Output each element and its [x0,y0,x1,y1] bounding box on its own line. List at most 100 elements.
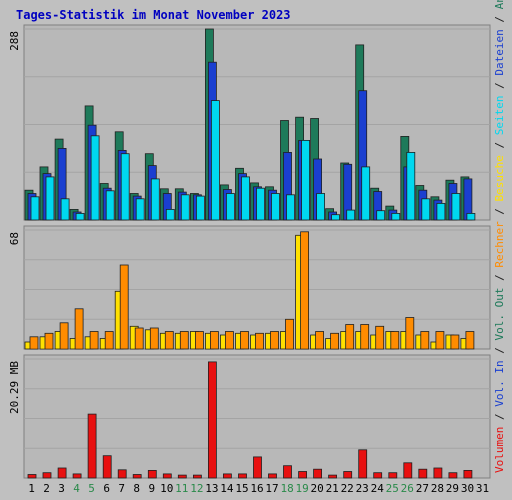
bar-rechner-day-27 [420,331,430,350]
bar-rechner-day-7 [119,264,129,350]
bar-volumen-day-8 [132,474,142,479]
panel-top-ymax-label: 288 [8,31,21,51]
bar-volumen-day-16 [253,456,262,479]
bar-seiten-day-14 [225,193,235,221]
bar-rechner-day-15 [240,331,249,350]
bar-rechner-day-14 [224,331,234,350]
bar-seiten-day-9 [150,178,160,221]
x-tick-label-22: 22 [341,482,354,495]
bar-volumen-day-3 [57,467,67,479]
x-tick-label-2: 2 [43,482,50,495]
legend-segment-2: Vol. In [493,360,506,406]
bar-rechner-day-8 [134,327,144,350]
bar-seiten-day-20 [316,193,326,221]
bar-volumen-day-13 [207,361,217,479]
x-tick-label-7: 7 [118,482,125,495]
x-axis-day-labels: 1 2 3 4 5 6 7 8 9 10 11 12 13 14 15 16 17 18 19 20 21 22 23 24 2… [28,482,489,495]
bar-rechner-day-12 [194,331,204,350]
legend-segment-10: Seiten [493,95,506,135]
bar-rechner-day-2 [44,332,54,350]
bar-volumen-day-25 [388,472,398,479]
bar-rechner-day-4 [74,308,84,350]
bar-volumen-day-29 [448,472,458,479]
bar-rechner-day-10 [164,331,174,350]
bar-rechner-day-18 [285,318,294,350]
bar-volumen-day-20 [313,468,323,479]
bar-volumen-day-7 [117,469,127,479]
bar-seiten-day-8 [135,198,145,221]
x-tick-label-29: 29 [446,482,459,495]
bar-seiten-day-19 [301,139,311,221]
bar-seiten-day-18 [286,194,295,221]
bar-volumen-day-26 [403,462,413,479]
x-tick-label-31: 31 [476,482,489,495]
panel-middle-ymax-label: 68 [8,232,21,245]
x-tick-label-8: 8 [133,482,140,495]
bar-volumen-day-9 [147,469,157,479]
bar-rechner-day-21 [330,332,340,350]
legend-segment-6: Rechner [493,221,506,268]
legend-segment-7: / [493,201,506,221]
bar-rechner-day-6 [104,331,114,350]
legend-segment-9: / [493,135,506,155]
bar-seiten-day-2 [45,176,55,221]
bar-rechner-day-22 [345,324,355,350]
bar-seiten-day-10 [165,208,175,221]
bar-volumen-day-17 [268,473,277,479]
x-tick-label-17: 17 [265,482,278,495]
x-tick-label-19: 19 [295,482,308,495]
bar-seiten-day-23 [361,166,371,221]
x-tick-label-28: 28 [431,482,444,495]
bar-seiten-day-27 [421,198,431,221]
chart-title: Tages-Statistik im Monat November 2023 [16,8,291,22]
bar-volumen-day-18 [283,465,292,479]
panel-middle-frame [23,225,491,350]
bar-seiten-day-4 [75,212,85,221]
x-tick-label-21: 21 [326,482,339,495]
legend-segment-5: / [493,268,506,288]
bar-rechner-day-23 [360,324,370,350]
bar-volumen-day-24 [373,472,383,479]
panel-bottom: 20.29 MB [8,354,491,479]
x-tick-label-18: 18 [280,482,293,495]
bar-seiten-day-28 [436,202,446,221]
bar-volumen-day-1 [27,474,37,479]
bar-seiten-day-24 [376,210,386,221]
bar-rechner-day-25 [390,331,400,350]
x-tick-label-26: 26 [401,482,414,495]
bar-volumen-day-15 [238,473,247,479]
x-tick-label-3: 3 [58,482,65,495]
bar-seiten-day-5 [90,135,100,221]
bar-rechner-day-29 [450,334,460,350]
x-tick-label-13: 13 [205,482,218,495]
bar-seiten-day-3 [60,198,70,221]
bar-volumen-day-12 [192,474,202,479]
bar-volumen-day-5 [87,413,97,479]
bar-volumen-day-14 [222,473,232,479]
bar-seiten-day-25 [391,212,401,221]
x-tick-label-27: 27 [416,482,429,495]
x-tick-label-4: 4 [73,482,80,495]
x-tick-label-16: 16 [250,482,263,495]
bar-seiten-day-7 [120,153,130,221]
bar-volumen-day-4 [72,473,82,479]
legend-segment-11: / [493,76,506,96]
bar-volumen-day-21 [328,474,338,479]
bar-volumen-day-27 [418,468,428,479]
bar-rechner-day-24 [375,325,385,350]
bar-seiten-day-22 [346,209,356,221]
chart-panels: 288 68 20.29 MB [8,24,491,479]
bar-rechner-day-13 [209,331,219,350]
bar-seiten-day-30 [466,212,476,221]
x-tick-label-15: 15 [235,482,248,495]
x-tick-label-14: 14 [220,482,234,495]
legend-segment-3: / [493,341,506,361]
x-tick-label-30: 30 [461,482,474,495]
bar-rechner-day-30 [465,331,475,350]
x-tick-label-20: 20 [310,482,323,495]
panel-bottom-ymax-label: 20.29 MB [8,361,21,414]
bar-seiten-day-29 [451,193,461,221]
bar-seiten-day-12 [195,195,205,221]
bar-rechner-day-19 [300,231,310,350]
